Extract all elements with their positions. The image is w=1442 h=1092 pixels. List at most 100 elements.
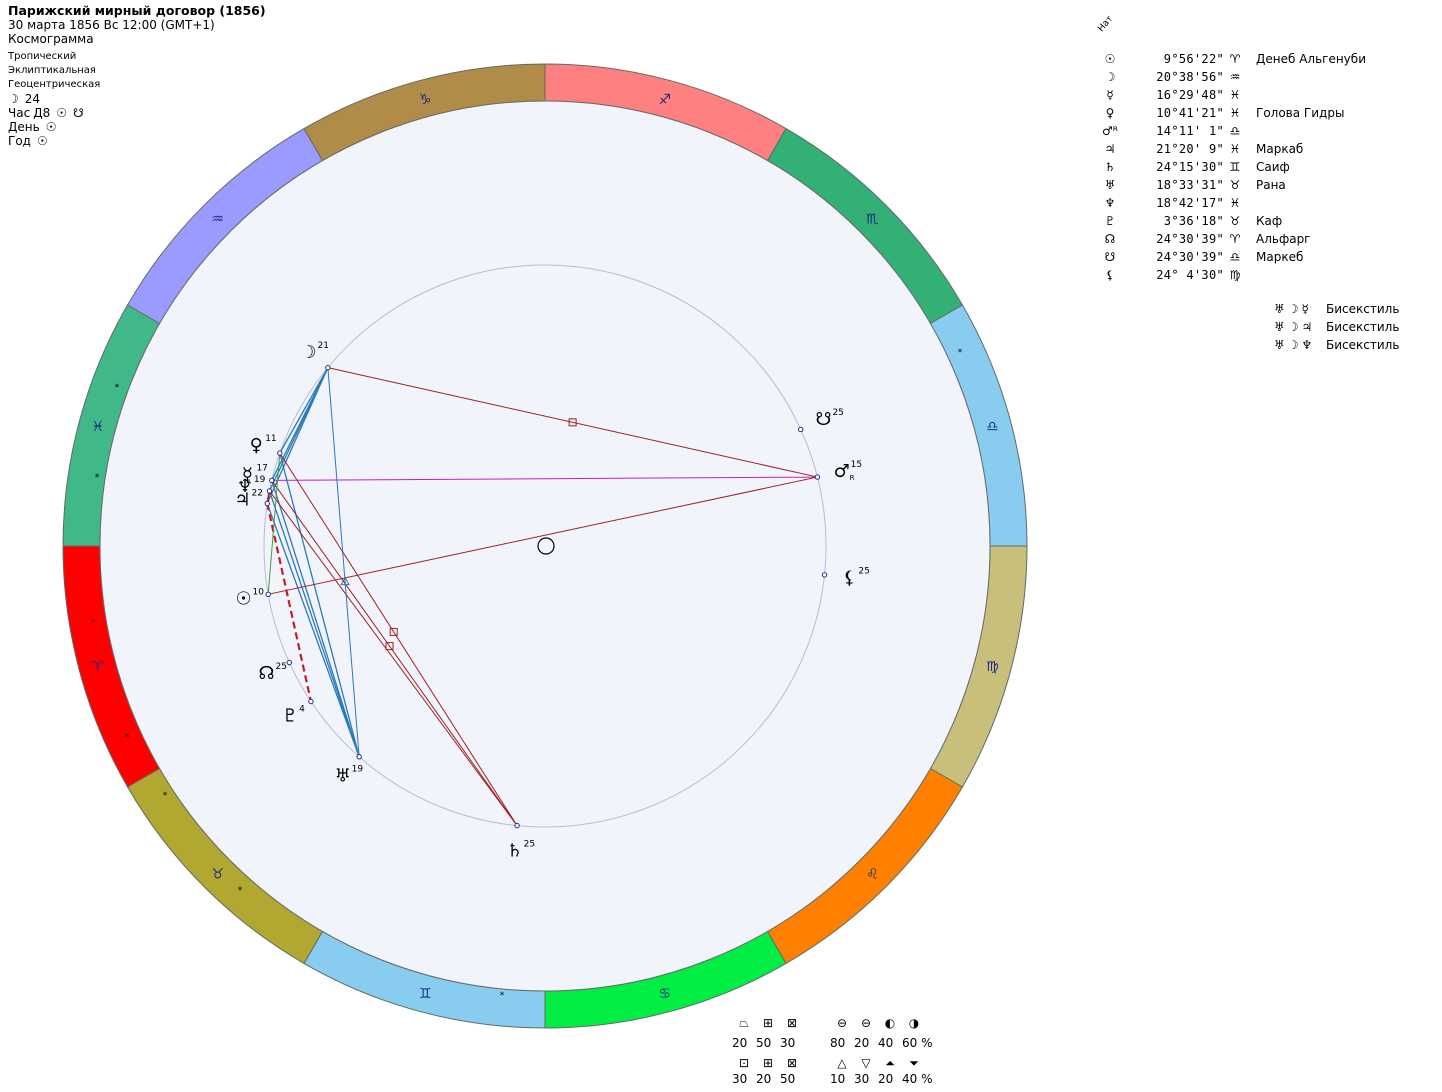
sign-glyph: ♌ xyxy=(866,866,879,882)
planet-glyph: ☿ xyxy=(1106,88,1114,102)
fixed-star-name: Рана xyxy=(1256,178,1286,192)
pattern-name: Бисекстиль xyxy=(1326,320,1400,334)
planet-glyph: ☉ xyxy=(235,589,251,610)
legend-value: 20 xyxy=(732,1036,748,1050)
legend-icon: ⏶ xyxy=(885,1056,895,1070)
planet-longitude: 24°30'39" xyxy=(1156,232,1224,246)
planet-degree: 25 xyxy=(524,839,535,849)
trine-aspect-icon xyxy=(340,576,350,586)
planet-glyph: ♃ xyxy=(234,490,250,511)
star-mark: * xyxy=(958,348,963,358)
sign-glyph: ♒ xyxy=(211,212,224,228)
planet-markers: ☽ 21♀ 11☿ 17♆ 19♃ 22☉ 10☊ 25♇ 4♅ 19♄ 25⚸ 25♂ 15R☋ 25 xyxy=(234,341,869,862)
planet-degree: 22 xyxy=(252,489,263,499)
planet-glyph: ♅ xyxy=(1104,178,1116,192)
planet-longitude: 20°38'56" xyxy=(1156,70,1224,84)
fixed-star-name: Альфарг xyxy=(1256,232,1311,246)
aspect-line xyxy=(279,452,518,826)
planet-row: ♂ᴿ 14°11' 1" ♎ xyxy=(1100,122,1256,140)
planet-longitude: 9°56'22" xyxy=(1163,52,1224,66)
hour-label: Час xyxy=(8,106,31,120)
planet-glyph: ♀ xyxy=(250,435,263,456)
square-aspect-icon xyxy=(389,627,398,636)
planet-longitude: 16°29'48" xyxy=(1156,88,1224,102)
planet-circle xyxy=(263,264,827,828)
sign-glyph: ♋ xyxy=(659,986,672,1002)
aspect-pattern-row: ♅☽♃ Бисекстиль xyxy=(1274,318,1399,336)
planet-glyph: ♅ xyxy=(335,766,351,787)
legend-icon: ◑ xyxy=(908,1016,920,1030)
fixed-star-name: Саиф xyxy=(1256,160,1290,174)
planet-degree: 4 xyxy=(299,704,305,714)
legend-value: 20 xyxy=(756,1072,772,1086)
aspect-line xyxy=(271,480,518,826)
legend-icon: ⊞ xyxy=(762,1016,774,1030)
legend-icon: ◐ xyxy=(884,1016,896,1030)
planet-glyph: ⚸ xyxy=(1105,268,1115,282)
planet-longitude: 18°42'17" xyxy=(1156,196,1224,210)
planet-glyph: ☽ xyxy=(300,342,316,363)
zodiac-sign-icon: ♓ xyxy=(1229,196,1241,210)
zodiac-sign-icon: ♓ xyxy=(1229,106,1241,120)
aspect-line xyxy=(279,367,329,454)
planet-degree: 10 xyxy=(253,588,265,598)
planet-glyph: ☋ xyxy=(1104,250,1116,264)
zodiac-sign-icon: ♓ xyxy=(1229,142,1241,156)
retrograde-mark: R xyxy=(850,474,855,482)
legend-value: 30 xyxy=(732,1072,748,1086)
sign-glyph: ♏ xyxy=(866,212,879,228)
legend-value: 20 xyxy=(878,1072,894,1086)
planet-dot xyxy=(821,572,828,578)
planet-glyph: ♄ xyxy=(1104,160,1116,174)
planet-glyph: ♄ xyxy=(507,840,523,861)
chart-title: Парижский мирный договор (1856) xyxy=(8,3,266,18)
planet-degree: 25 xyxy=(832,408,843,418)
aspect-lines xyxy=(266,367,818,826)
planet-degree: 19 xyxy=(254,475,266,485)
planet-row: ☽ 20°38'56" ♒ xyxy=(1100,68,1256,86)
planet-dot xyxy=(356,754,362,760)
planet-glyph: ♂ xyxy=(834,461,850,482)
legend-value: 60 % xyxy=(902,1036,933,1050)
sun-icon: ☉ xyxy=(45,120,57,134)
star-mark: * xyxy=(125,733,130,743)
year-row: Год ☉ xyxy=(8,134,266,148)
planet-longitude: 24°30'39" xyxy=(1156,250,1224,264)
sun-icon: ☉ xyxy=(56,106,67,120)
legend-icon: ⊞ xyxy=(762,1056,774,1070)
legend-icon: ⊖ xyxy=(860,1016,872,1030)
planet-dot xyxy=(514,822,520,829)
year-label: Год xyxy=(8,134,31,148)
planet-glyph: ⚸ xyxy=(843,567,856,588)
aspect-line xyxy=(268,476,818,595)
planet-degree: 21 xyxy=(318,341,329,351)
pattern-name: Бисекстиль xyxy=(1326,338,1400,352)
aspect-line xyxy=(271,476,818,481)
fixed-star-name: Голова Гидры xyxy=(1256,106,1345,120)
square-aspect-icon xyxy=(385,642,394,651)
sign-glyph: ♎ xyxy=(986,419,999,435)
zodiac-sign-icon: ♎ xyxy=(1229,124,1241,138)
planet-glyph: ♀ xyxy=(1105,106,1115,120)
moon-icon: ☽ xyxy=(8,92,19,106)
star-mark: * xyxy=(91,618,96,628)
legend-icon: ⊠ xyxy=(786,1016,798,1030)
planet-row: ☊ 24°30'39" ♈ Альфарг xyxy=(1100,230,1311,248)
zodiac-sign-icon: ♍ xyxy=(1229,268,1241,282)
hour-row: Час Д8 ☉ ☋ xyxy=(8,106,266,120)
planet-dot xyxy=(797,426,804,433)
chart-datetime: 30 марта 1856 Вс 12:00 (GMT+1) xyxy=(8,18,215,32)
legend-icon: △ xyxy=(837,1056,847,1070)
coordinate-type: Эклиптикальная xyxy=(8,65,96,76)
planet-longitude: 24°15'30" xyxy=(1156,160,1224,174)
moon-day-row: ☽ 24 xyxy=(8,92,266,106)
planet-glyph: ♆ xyxy=(1104,196,1116,210)
planet-dot xyxy=(265,591,271,598)
sign-glyph: ♑ xyxy=(419,92,432,108)
planet-longitude: 21°20' 9" xyxy=(1156,142,1224,156)
zodiac-sign-icon: ♉ xyxy=(1229,178,1241,192)
planet-dot xyxy=(286,659,293,666)
legend-icon: ▽ xyxy=(861,1056,871,1070)
pattern-planets: ♅☽♆ xyxy=(1274,338,1316,352)
planet-dot xyxy=(266,488,273,494)
